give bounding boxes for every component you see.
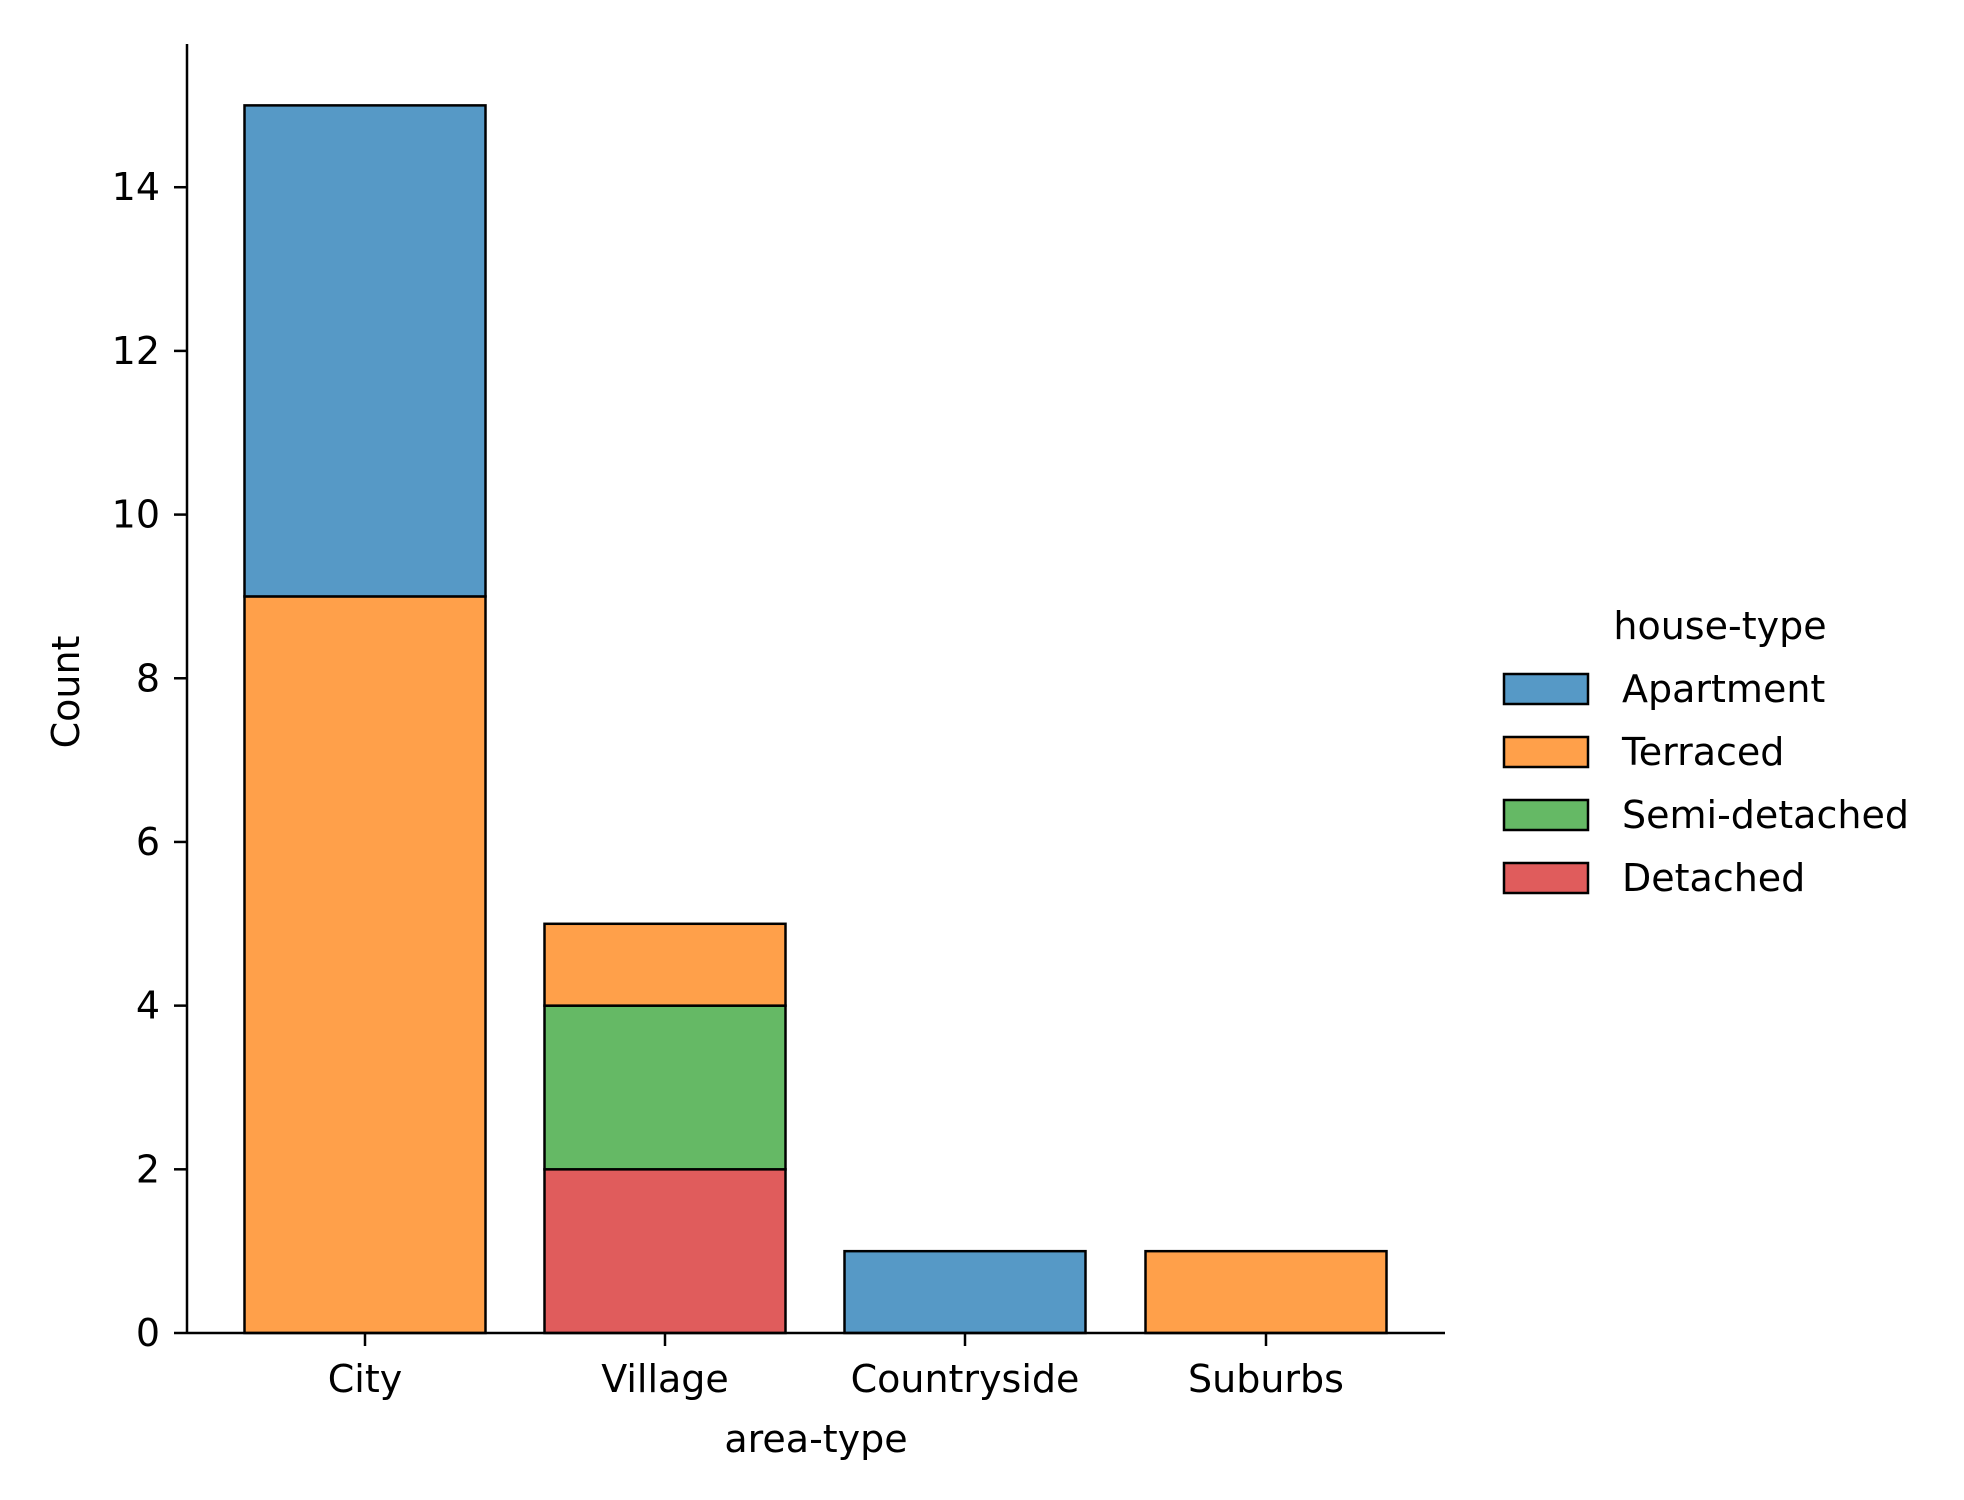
x-tick-label: Village	[601, 1357, 729, 1401]
bar-segment-city-terraced	[243, 595, 487, 1335]
legend-label-apartment: Apartment	[1622, 667, 1825, 711]
x-tick-label: Suburbs	[1188, 1357, 1344, 1401]
x-axis-label: area-type	[724, 1417, 907, 1461]
x-tick-label: City	[328, 1357, 402, 1401]
legend-swatch-apartment	[1502, 672, 1590, 706]
y-ticks: 0 2 4 6 8 10 12 14	[112, 165, 187, 1355]
y-tick-label: 4	[136, 984, 160, 1028]
legend-swatch-semi-detached	[1502, 798, 1590, 832]
x-ticks: City Village Countryside Suburbs	[328, 1333, 1344, 1401]
bar-segment-city-apartment	[243, 104, 487, 598]
legend-label-semi-detached: Semi-detached	[1622, 793, 1909, 837]
y-tick-label: 2	[136, 1147, 160, 1191]
legend-swatch-detached	[1502, 861, 1590, 895]
legend-label-detached: Detached	[1622, 856, 1805, 900]
y-tick-label: 8	[136, 656, 160, 700]
axes-layer	[185, 44, 1445, 1335]
legend-title: house-type	[1613, 604, 1826, 648]
y-tick-label: 10	[112, 493, 160, 537]
x-tick-label: Countryside	[851, 1357, 1080, 1401]
bar-segment-village-semi-detached	[543, 1004, 787, 1171]
y-axis-label: Count	[44, 636, 88, 749]
y-tick-label: 6	[136, 820, 160, 864]
legend-label-terraced: Terraced	[1621, 730, 1784, 774]
bar-segment-suburbs-terraced	[1144, 1249, 1388, 1335]
legend-swatch-terraced	[1502, 735, 1590, 769]
bar-segment-village-detached	[543, 1168, 787, 1335]
bar-segment-village-terraced	[543, 922, 787, 1007]
bars-layer	[243, 104, 1388, 1335]
y-tick-label: 0	[136, 1311, 160, 1355]
y-tick-label: 14	[112, 165, 160, 209]
y-tick-label: 12	[112, 329, 160, 373]
legend: house-type Apartment Terraced Semi-detache…	[1502, 604, 1909, 900]
bar-segment-countryside-apartment	[843, 1249, 1087, 1335]
